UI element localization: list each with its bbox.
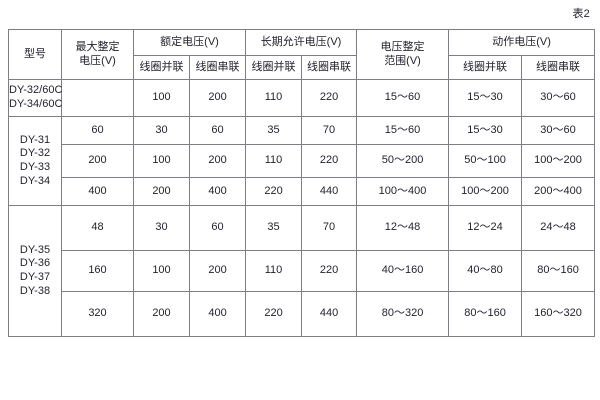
header-long-term-allowable-voltage: 长期允许电压(V) [245, 29, 358, 56]
table-row: DY-31 DY-32 DY-33 DY-34 60 30 60 35 70 1… [8, 116, 596, 206]
model-name: DY-35 [19, 243, 51, 256]
table-row: 160 100 200 110 220 40～160 40～80 80～160 [9, 250, 596, 292]
cell-rated-parallel: 200 [133, 177, 190, 206]
cell-operating-series: 24～48 [521, 205, 596, 251]
cell-operating-parallel: 100～200 [448, 177, 523, 206]
cell-operating-parallel: 12～24 [448, 205, 523, 251]
header-row-main: 型号 最大整定 电压(V) 额定电压(V) 长期允许电压(V) 电压整定 范围(… [8, 29, 596, 80]
cell-rated-series: 200 [188, 250, 247, 292]
table-body: DY-32/60C DY-34/60C 100 200 110 220 15～6… [8, 79, 596, 337]
model-name: DY-34 [19, 174, 51, 187]
table-header: 型号 最大整定 电压(V) 额定电压(V) 长期允许电压(V) 电压整定 范围(… [8, 29, 596, 80]
cell-longterm-series: 70 [301, 116, 358, 145]
model-name: DY-32 [19, 147, 51, 160]
cell-setting-range: 100～400 [356, 177, 450, 206]
header-rated-coil-parallel: 线圈并联 [133, 55, 190, 80]
cell-longterm-series: 220 [301, 250, 358, 292]
cell-setting-range: 15～60 [356, 116, 450, 145]
cell-longterm-series: 220 [301, 144, 358, 178]
cell-max-setting-voltage: 160 [61, 250, 134, 292]
cell-operating-parallel: 50～100 [448, 144, 523, 178]
header-longterm-coil-parallel: 线圈并联 [245, 55, 303, 80]
model-name: DY-38 [19, 284, 51, 297]
header-operating-voltage: 动作电压(V) [448, 29, 596, 56]
header-rated-voltage: 额定电压(V) [132, 29, 247, 56]
cell-max-setting-voltage: 200 [61, 144, 134, 178]
cell-operating-parallel: 15～30 [448, 79, 523, 117]
cell-setting-range: 12～48 [356, 205, 450, 251]
header-voltage-setting-range: 电压整定 范围(V) [356, 29, 450, 80]
cell-max-setting-voltage: 400 [61, 177, 134, 206]
cell-max-setting-voltage: 48 [61, 205, 134, 251]
table-caption: 表2 [572, 8, 590, 20]
model-name: DY-36 [19, 257, 51, 270]
cell-rated-series: 400 [188, 291, 247, 337]
header-model: 型号 [8, 29, 62, 80]
cell-max-setting-voltage: 60 [61, 116, 134, 145]
header-max-setting-voltage-line2: 电压(V) [79, 54, 116, 67]
relay-specification-table: 型号 最大整定 电压(V) 额定电压(V) 长期允许电压(V) 电压整定 范围(… [8, 29, 596, 337]
cell-rated-parallel: 100 [133, 250, 190, 292]
cell-longterm-parallel: 220 [245, 177, 303, 206]
model-name: DY-33 [19, 161, 51, 173]
cell-longterm-parallel: 110 [245, 250, 303, 292]
model-group-cell: DY-32/60C DY-34/60C [8, 79, 63, 117]
cell-operating-series: 160～320 [521, 291, 596, 337]
table-row: DY-32/60C DY-34/60C 100 200 110 220 15～6… [8, 79, 596, 117]
model-name: DY-37 [19, 271, 51, 283]
cell-rated-parallel: 30 [133, 116, 190, 145]
cell-rated-parallel: 30 [133, 205, 190, 251]
cell-longterm-series: 440 [301, 177, 358, 206]
cell-operating-parallel: 15～30 [448, 116, 523, 145]
cell-longterm-parallel: 220 [245, 291, 303, 337]
cell-rated-series: 400 [188, 177, 247, 206]
cell-rated-parallel: 100 [133, 79, 190, 117]
header-max-setting-voltage: 最大整定 电压(V) [61, 29, 134, 80]
cell-rated-series: 200 [188, 144, 247, 178]
cell-rated-series: 60 [188, 116, 247, 145]
cell-longterm-series: 220 [301, 79, 358, 117]
model-group-cell: DY-35 DY-36 DY-37 DY-38 [8, 205, 62, 337]
table-row: 400 200 400 220 440 100～400 100～200 200～… [9, 177, 596, 206]
table-row: DY-35 DY-36 DY-37 DY-38 48 30 60 35 70 1… [8, 205, 596, 337]
cell-operating-series: 100～200 [521, 144, 596, 178]
header-operating-coil-parallel: 线圈并联 [448, 55, 523, 80]
model-name: DY-31 [19, 133, 51, 146]
table-row: 320 200 400 220 440 80～320 80～160 160～32… [9, 291, 596, 337]
cell-rated-parallel: 100 [133, 144, 190, 178]
cell-rated-parallel: 200 [133, 291, 190, 337]
header-max-setting-voltage-line1: 最大整定 [75, 40, 120, 53]
cell-operating-series: 30～60 [521, 116, 596, 145]
header-voltage-setting-range-line1: 电压整定 [380, 40, 425, 53]
header-rated-coil-series: 线圈串联 [188, 55, 247, 80]
cell-operating-series: 30～60 [521, 79, 596, 117]
cell-longterm-series: 70 [301, 205, 358, 251]
cell-longterm-parallel: 110 [245, 144, 303, 178]
model-name: DY-32/60C [9, 84, 63, 97]
header-longterm-coil-series: 线圈串联 [301, 55, 358, 80]
header-operating-coil-series: 线圈串联 [521, 55, 596, 80]
cell-operating-series: 200～400 [521, 177, 596, 206]
cell-longterm-parallel: 35 [245, 116, 303, 145]
header-row-sub: 线圈并联 线圈串联 线圈并联 线圈串联 线圈并联 线圈串联 [9, 55, 596, 80]
model-group-cell: DY-31 DY-32 DY-33 DY-34 [8, 116, 62, 206]
cell-setting-range: 40～160 [356, 250, 450, 292]
cell-setting-range: 80～320 [356, 291, 450, 337]
cell-max-setting-voltage: 320 [61, 291, 134, 337]
cell-longterm-parallel: 110 [245, 79, 303, 117]
cell-operating-parallel: 80～160 [448, 291, 523, 337]
table-row: 200 100 200 110 220 50～200 50～100 100～20… [9, 144, 596, 178]
cell-operating-series: 80～160 [521, 250, 596, 292]
header-voltage-setting-range-line2: 范围(V) [384, 54, 421, 67]
cell-longterm-series: 440 [301, 291, 358, 337]
cell-operating-parallel: 40～80 [448, 250, 523, 292]
cell-rated-series: 60 [188, 205, 247, 251]
cell-setting-range: 50～200 [356, 144, 450, 178]
model-name: DY-34/60C [9, 98, 63, 110]
cell-max-setting-voltage [61, 79, 134, 117]
cell-longterm-parallel: 35 [245, 205, 303, 251]
cell-rated-series: 200 [188, 79, 247, 117]
cell-setting-range: 15～60 [356, 79, 450, 117]
